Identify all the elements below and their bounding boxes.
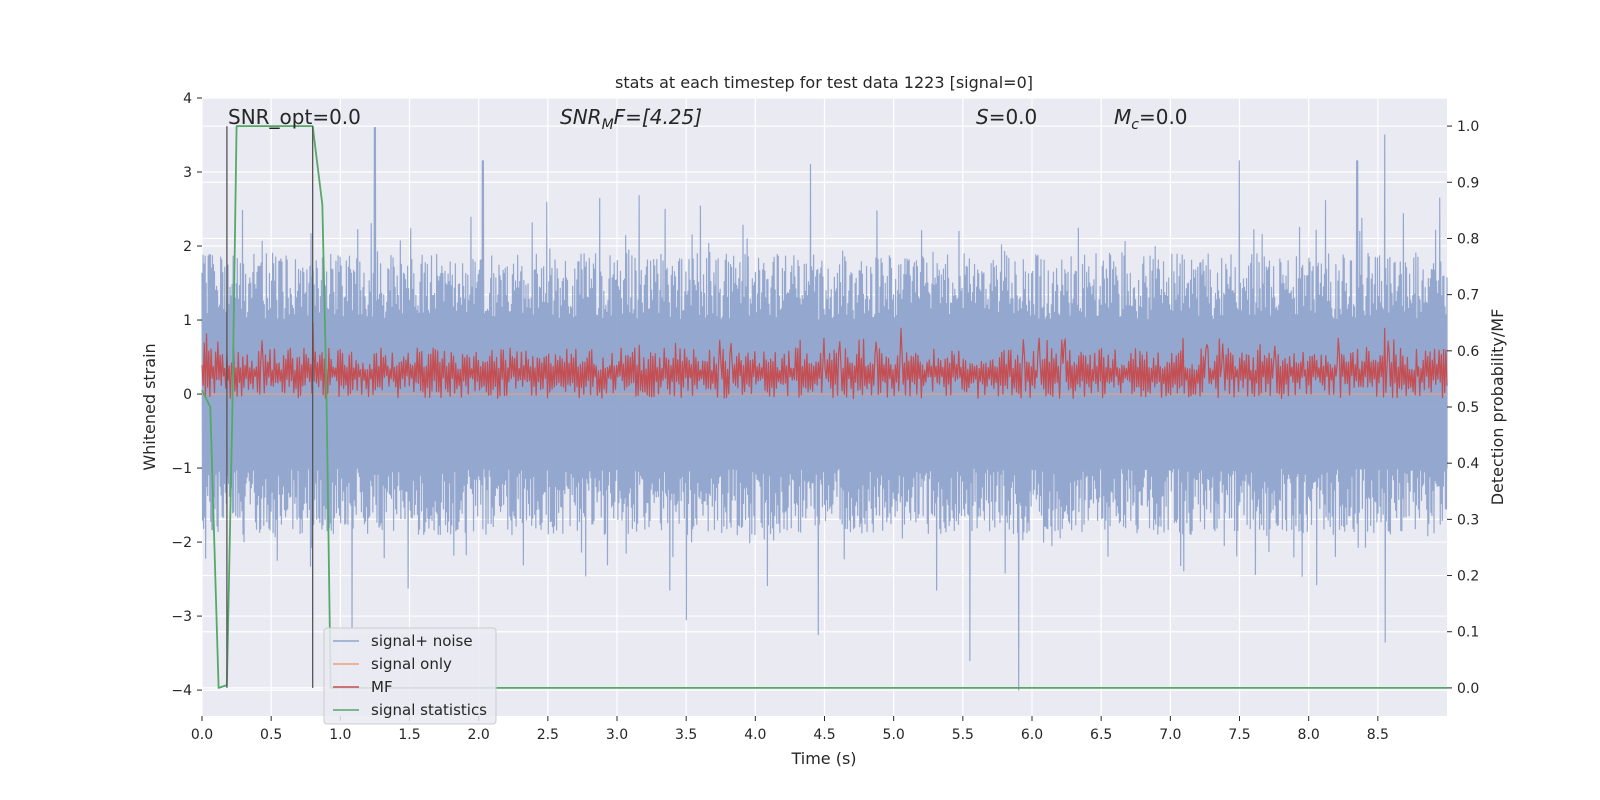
legend: signal+ noise signal only MF signal stat… [323,627,497,725]
x-tick-label: 6.5 [1090,727,1112,743]
chart-title: stats at each timestep for test data 122… [615,73,1033,92]
x-tick-label: 4.0 [744,727,766,743]
right-y-tick-label: 0.1 [1457,625,1479,641]
right-y-tick-label: 0.4 [1457,456,1479,472]
right-y-tick-label: 0.0 [1457,681,1479,697]
right-y-tick-label: 0.5 [1457,400,1479,416]
x-tick-label: 5.0 [883,727,905,743]
left-y-tick-label: 0 [183,387,192,403]
vertical-markers [226,126,314,688]
mc-sub: c [1131,117,1139,133]
mc-annotation: Mc=0.0 [1114,105,1188,133]
x-tick-label: 4.5 [813,727,835,743]
snr-mf-sub: M [602,117,614,133]
left-y-tick-label: −4 [171,683,192,699]
left-y-tick-label: 3 [183,165,192,181]
left-y-tick-label: −1 [171,461,192,477]
left-y-tick-label: −2 [171,535,192,551]
mc-rest: =0.0 [1139,105,1188,129]
s-rest: =0.0 [989,105,1038,129]
snr-mf-annotation: SNRMF=[4.25] [560,105,702,133]
x-tick-label: 7.5 [1228,727,1250,743]
legend-label-noise: signal+ noise [371,632,473,650]
snr-mf-rest: F=[4.25] [614,105,702,129]
series-line-signal-statistics [201,125,1447,689]
right-y-tick-label: 0.7 [1457,288,1479,304]
x-tick-label: 1.5 [398,727,420,743]
x-tick-label: 0.0 [191,727,213,743]
left-y-tick-label: 2 [183,239,192,255]
legend-label-mf: MF [371,678,393,696]
series-line-mf [201,322,1448,400]
legend-label-signal: signal only [371,655,452,673]
snr-mf-main: SNR [560,105,602,129]
mc-main: M [1114,105,1131,129]
x-tick-label: 6.0 [1021,727,1043,743]
right-y-tick-label: 0.3 [1457,512,1479,528]
x-tick-label: 8.5 [1367,727,1389,743]
x-tick-label: 2.5 [537,727,559,743]
axis-ticks: 0.0 0.5 1.0 1.5 2.0 2.5 3.0 3.5 4.0 4.5 5.0 5.5 6.0 6… [171,91,1479,743]
right-y-tick-label: 0.2 [1457,569,1479,585]
legend-label-stats: signal statistics [371,701,487,719]
series-layer [201,125,1448,691]
right-y-tick-label: 1.0 [1457,119,1479,135]
x-tick-label: 8.0 [1298,727,1320,743]
right-y-tick-label: 0.8 [1457,231,1479,247]
x-tick-label: 0.5 [260,727,282,743]
x-axis-label: Time (s) [790,749,856,768]
legend-box [323,627,497,725]
x-tick-label: 7.0 [1159,727,1181,743]
left-y-tick-label: 4 [183,91,192,107]
snr-opt-annotation: SNR_opt=0.0 [228,105,361,129]
s-annotation: S=0.0 [976,105,1037,129]
series-line-signal-noise [201,126,1448,691]
left-y-tick-label: −3 [171,609,192,625]
left-axis-label: Whitened strain [140,343,159,470]
right-y-tick-label: 0.9 [1457,175,1479,191]
x-tick-label: 1.0 [329,727,351,743]
x-tick-label: 3.0 [606,727,628,743]
x-tick-label: 3.5 [675,727,697,743]
left-y-tick-label: 1 [183,313,192,329]
right-y-tick-label: 0.6 [1457,344,1479,360]
x-tick-label: 2.0 [468,727,490,743]
s-italic: S [976,105,989,129]
right-axis-label: Detection probability/MF [1488,309,1507,506]
x-tick-label: 5.5 [952,727,974,743]
